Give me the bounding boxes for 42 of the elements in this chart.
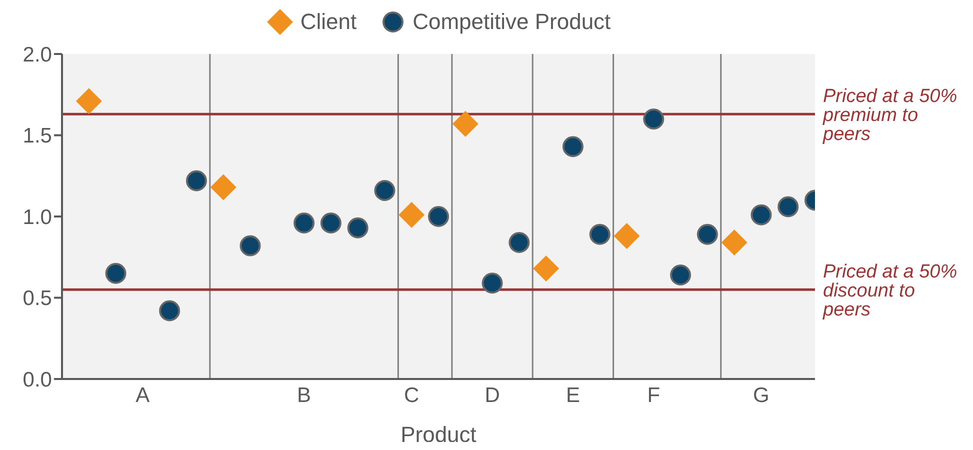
point: [562, 136, 584, 158]
y-tick-label: 0.0: [22, 368, 52, 392]
x-tick-label: E: [566, 384, 580, 407]
point: [614, 223, 640, 249]
point: [452, 110, 478, 137]
y-tick-label: 2.0: [22, 43, 52, 66]
point: [76, 88, 102, 114]
point: [533, 256, 560, 282]
y-tick-label: 0.5: [22, 287, 52, 310]
point: [778, 196, 799, 218]
point: [294, 212, 315, 234]
point: [347, 217, 368, 238]
point: [750, 204, 772, 226]
point: [105, 262, 126, 284]
point: [721, 230, 748, 256]
point: [374, 180, 396, 201]
point: [589, 224, 610, 245]
x-tick-label: D: [484, 384, 500, 407]
point: [508, 232, 530, 253]
point: [210, 174, 236, 200]
x-tick-label: C: [404, 384, 420, 407]
x-tick-label: F: [647, 384, 660, 407]
point: [240, 235, 261, 256]
legend-label: Client: [299, 8, 357, 36]
point: [670, 264, 692, 286]
point: [482, 272, 503, 294]
point: [643, 108, 664, 130]
x-tick-label: G: [753, 384, 770, 407]
point: [159, 300, 180, 322]
x-axis-title: Product: [400, 422, 476, 447]
point: [186, 170, 207, 192]
y-tick-label: 1.0: [22, 206, 52, 229]
point: [696, 224, 718, 245]
legend-label: Competitive Product: [412, 8, 611, 36]
x-tick-label: B: [297, 384, 312, 407]
point: [428, 206, 449, 227]
point: [398, 202, 425, 228]
ref-line-label: Priced at a 50% discount to peers: [822, 261, 958, 320]
ref-line-label: Priced at a 50% premium to peers: [822, 86, 958, 145]
y-tick-label: 1.5: [22, 124, 52, 148]
point: [320, 212, 342, 234]
x-tick-label: A: [136, 384, 150, 407]
